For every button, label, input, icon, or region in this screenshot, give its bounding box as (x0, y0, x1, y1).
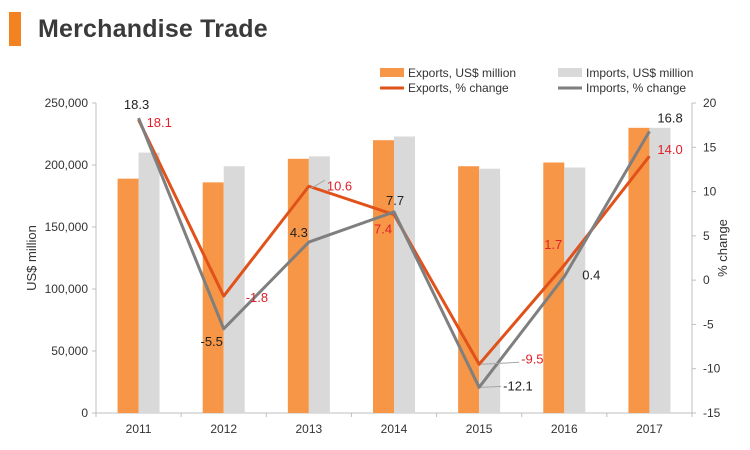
y-tick-label: 150,000 (45, 220, 89, 234)
x-tick-label: 2012 (210, 422, 237, 436)
y2-axis-title: % change (715, 219, 730, 277)
imports-bar (649, 127, 671, 414)
exports-pct-label: 18.1 (147, 115, 172, 130)
legend-label: Imports, US$ million (586, 66, 693, 80)
imports-pct-label: 7.7 (386, 193, 404, 208)
label-leader-line (310, 179, 326, 189)
imports-bar (138, 152, 160, 413)
exports-pct-label: 14.0 (657, 142, 682, 157)
y2-tick-label: 0 (703, 273, 710, 287)
imports-pct-label: 16.8 (657, 110, 682, 125)
imports-bar (308, 156, 330, 413)
x-tick-label: 2011 (126, 422, 152, 436)
label-leader-line (481, 361, 520, 365)
exports-bar (373, 140, 394, 413)
imports-pct-label: 0.4 (582, 268, 600, 283)
y-axis-title: US$ million (24, 225, 39, 291)
imports-bar (223, 166, 245, 413)
exports-pct-label: -9.5 (521, 351, 543, 366)
y-tick-label: 250,000 (45, 96, 89, 110)
exports-bar (117, 178, 139, 413)
legend-swatch (558, 68, 582, 77)
legend-label: Imports, % change (586, 81, 686, 95)
exports-bar (202, 182, 224, 413)
y-tick-label: 50,000 (51, 344, 88, 358)
imports-bar (479, 168, 501, 413)
legend-label: Exports, US$ million (408, 66, 516, 80)
y-tick-label: 100,000 (45, 282, 89, 296)
exports-bar (628, 127, 650, 414)
exports-bar (287, 158, 309, 413)
imports-pct-label: 4.3 (290, 225, 308, 240)
imports-bar (394, 136, 415, 414)
imports-bar (564, 167, 586, 413)
exports-bar (458, 166, 480, 413)
title-accent-bar (9, 12, 21, 46)
legend-swatch (380, 68, 404, 77)
y2-tick-label: -10 (703, 362, 721, 376)
y2-tick-label: 10 (703, 185, 717, 199)
x-tick-label: 2016 (551, 422, 578, 436)
y2-tick-label: 5 (703, 229, 710, 243)
x-tick-label: 2013 (296, 422, 323, 436)
exports-pct-label: -1.8 (246, 290, 268, 305)
x-tick-label: 2017 (636, 422, 663, 436)
y2-tick-label: -5 (703, 317, 714, 331)
y-tick-label: 0 (81, 406, 88, 420)
x-tick-label: 2014 (381, 422, 408, 436)
imports-pct-line (137, 117, 651, 389)
imports-pct-label: -12.1 (503, 378, 533, 393)
imports-pct-label: 18.3 (124, 97, 149, 112)
exports-pct-label: 1.7 (544, 237, 562, 252)
legend-label: Exports, % change (408, 81, 509, 95)
label-leader-line (481, 385, 502, 388)
page-title: Merchandise Trade (38, 15, 268, 43)
y2-tick-label: -15 (703, 406, 721, 420)
y2-tick-label: 20 (703, 96, 717, 110)
x-tick-label: 2015 (466, 422, 493, 436)
exports-pct-label: 7.4 (374, 222, 392, 237)
y2-tick-label: 15 (703, 140, 717, 154)
imports-pct-label: -5.5 (201, 334, 223, 349)
exports-pct-label: 10.6 (327, 178, 352, 193)
exports-bar (543, 162, 565, 413)
y-tick-label: 200,000 (45, 158, 89, 172)
